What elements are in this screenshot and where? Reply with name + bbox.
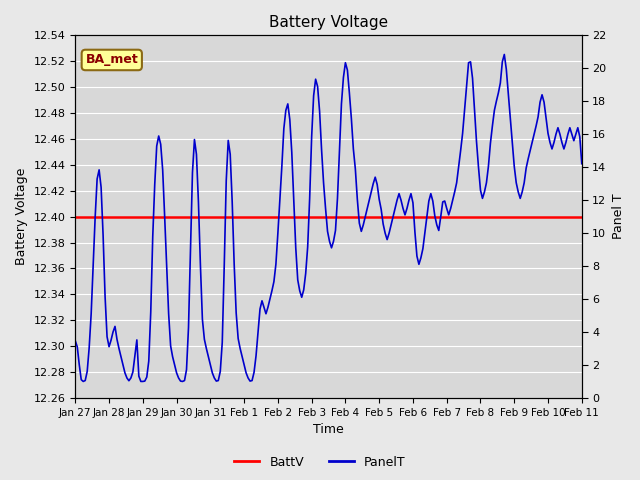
Legend: BattV, PanelT: BattV, PanelT xyxy=(229,451,411,474)
X-axis label: Time: Time xyxy=(313,423,344,436)
Y-axis label: Panel T: Panel T xyxy=(612,194,625,240)
Y-axis label: Battery Voltage: Battery Voltage xyxy=(15,168,28,265)
Title: Battery Voltage: Battery Voltage xyxy=(269,15,388,30)
Text: BA_met: BA_met xyxy=(85,53,138,66)
